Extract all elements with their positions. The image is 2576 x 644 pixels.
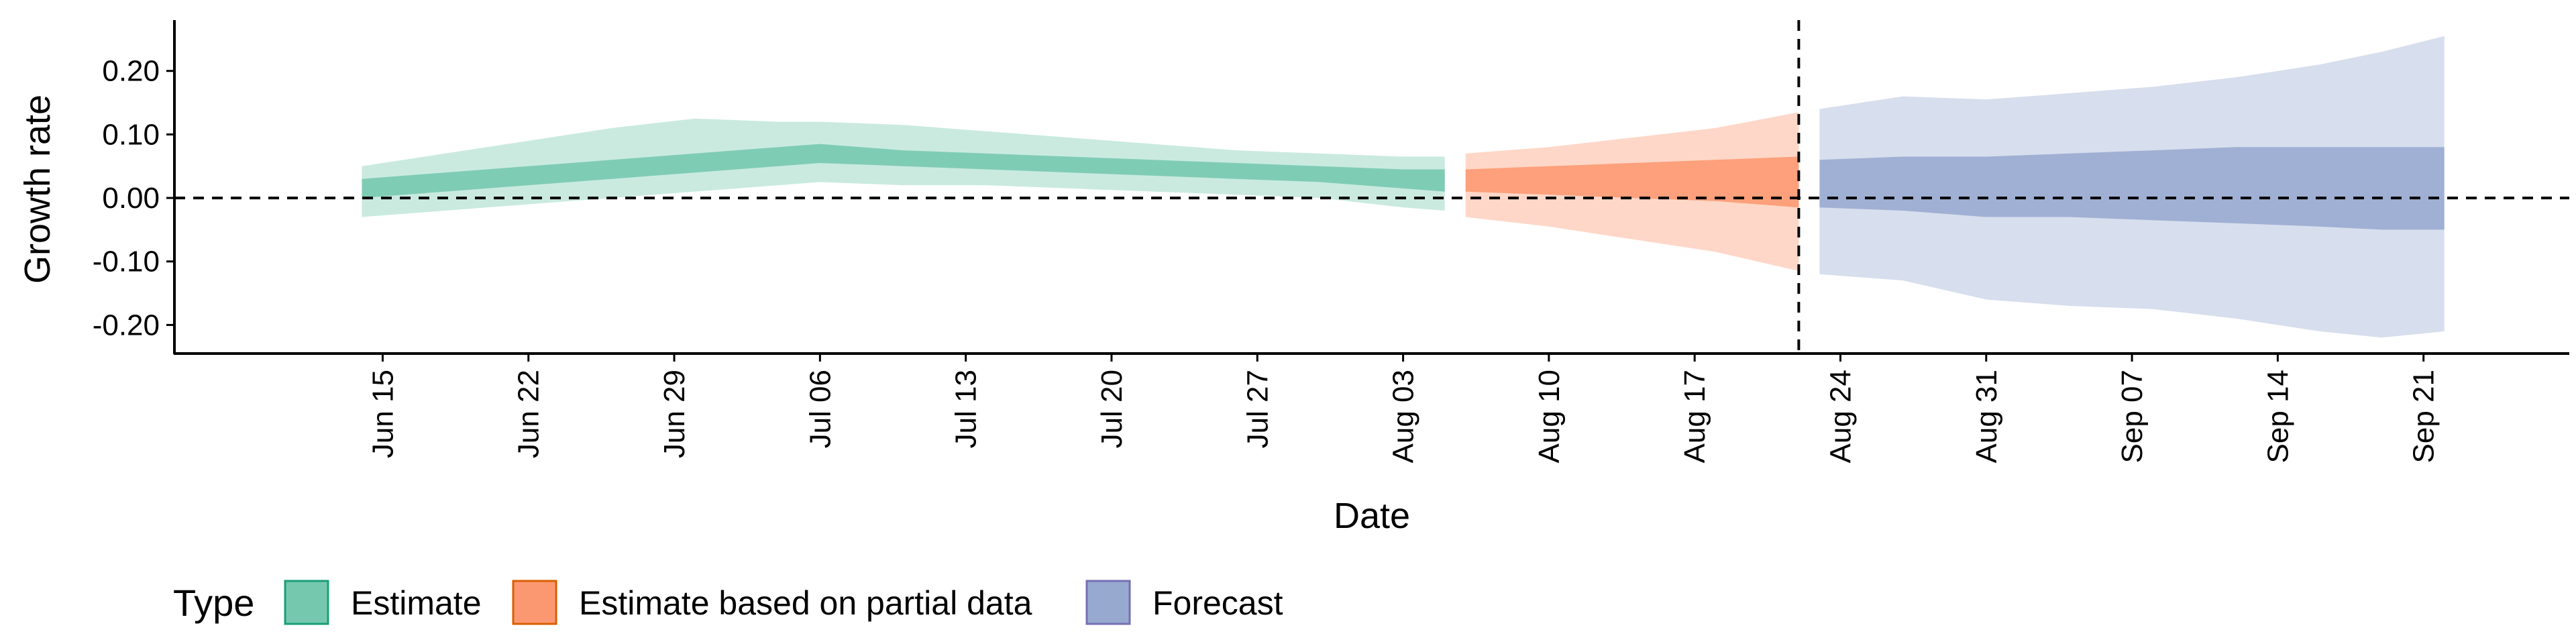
legend-key-forecast <box>1085 580 1131 625</box>
y-tick-label: 0.10 <box>102 118 160 151</box>
y-tick-label: 0.20 <box>102 55 160 88</box>
x-tick-label: Aug 24 <box>1825 370 1858 463</box>
estimate-50-ribbon <box>362 144 1445 199</box>
legend-label: Estimate based on partial data <box>579 584 1032 622</box>
x-tick-label: Aug 10 <box>1533 370 1566 463</box>
axes: Date Growth rate -0.20 -0.10 0.00 0.10 0.20 J… <box>17 20 2569 536</box>
x-tick-label: Aug 03 <box>1387 370 1420 463</box>
estimate-based-on-partial-data-50-ribbon <box>1465 156 1799 208</box>
y-axis-title: Growth rate <box>17 95 58 284</box>
legend-label: Forecast <box>1152 584 1283 622</box>
x-tick-label: Aug 31 <box>1970 370 2003 463</box>
x-tick-label: Jul 20 <box>1095 370 1128 448</box>
x-tick-label: Jul 13 <box>950 370 983 448</box>
forecast-50-ribbon <box>1819 147 2445 230</box>
legend-label: Estimate <box>351 584 482 622</box>
x-tick-label: Jun 22 <box>513 370 545 458</box>
y-tick-label: -0.10 <box>93 246 160 278</box>
y-tick-label: 0.00 <box>102 182 160 215</box>
legend-key-estimate <box>284 580 329 625</box>
legend-title: Type <box>173 582 254 624</box>
x-tick-label: Jun 15 <box>366 370 399 458</box>
plot-area <box>174 20 2569 354</box>
x-tick-label: Aug 17 <box>1678 370 1711 463</box>
legend: Type Estimate Estimate based on partial d… <box>173 580 1283 625</box>
x-tick-label: Sep 07 <box>2116 370 2149 463</box>
x-tick-label: Jun 29 <box>658 370 691 458</box>
y-tick-label: -0.20 <box>93 309 160 341</box>
legend-key-estimate-based-on-partial-data <box>512 580 557 625</box>
x-tick-label: Sep 14 <box>2261 370 2294 463</box>
x-tick-label: Jul 27 <box>1241 370 1274 448</box>
x-axis-title: Date <box>1334 496 1410 536</box>
x-tick-label: Sep 21 <box>2408 370 2440 463</box>
x-tick-label: Jul 06 <box>804 370 837 448</box>
estimate-90-ribbon <box>362 118 1445 217</box>
